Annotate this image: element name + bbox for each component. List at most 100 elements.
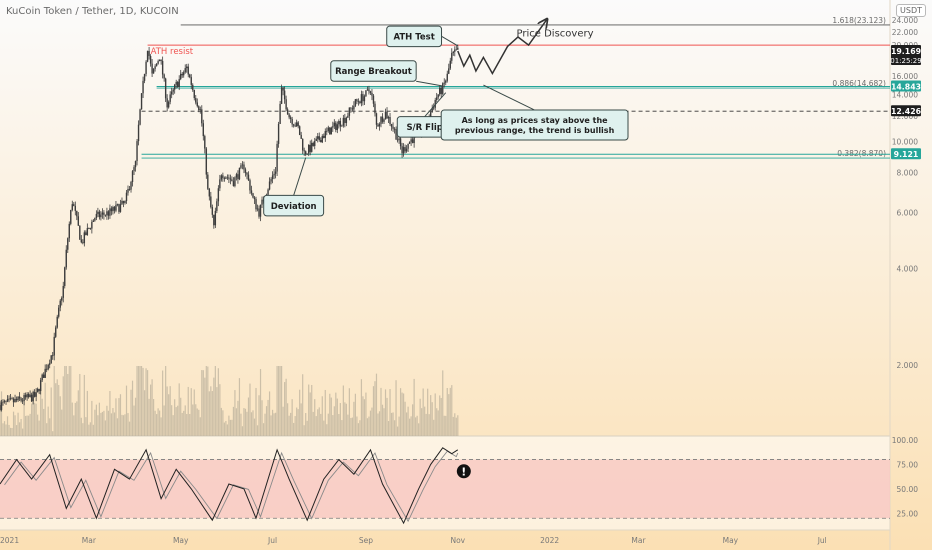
volume-bar: [297, 409, 299, 436]
volume-bar: [303, 425, 305, 436]
volume-bar: [177, 405, 179, 436]
candle-body: [88, 228, 90, 229]
callout-box: [440, 109, 629, 141]
volume-bar: [61, 409, 63, 436]
volume-bar: [237, 400, 239, 436]
volume-bar: [424, 406, 426, 436]
callout-box: [386, 25, 443, 48]
time-axis-tick: Mar: [631, 536, 646, 545]
oscillator-band: [0, 459, 890, 519]
candle-body: [48, 363, 51, 365]
volume-bar: [131, 380, 134, 436]
candle-body: [454, 49, 456, 52]
oscillator-axis-tick: 25.00: [897, 509, 919, 518]
candle-body: [256, 208, 259, 210]
candle-body: [131, 171, 134, 182]
candle-body: [323, 136, 325, 138]
volume-bar: [163, 405, 165, 436]
volume-bar: [360, 379, 363, 436]
candle-body: [335, 122, 337, 130]
volume-bar: [339, 403, 341, 436]
candle-body: [21, 400, 24, 402]
volume-bar: [107, 410, 110, 436]
volume-bar: [351, 417, 353, 436]
volume-bar: [41, 398, 43, 436]
volume-bar: [50, 387, 52, 436]
candle-body: [336, 124, 339, 130]
volume-bar: [12, 411, 15, 436]
candle-body: [276, 143, 278, 172]
volume-bar: [279, 366, 281, 436]
candle-body: [452, 51, 454, 53]
callout-pointer: [424, 92, 447, 117]
candle-body: [228, 177, 230, 179]
volume-bar: [234, 390, 236, 436]
volume-bar: [2, 423, 4, 436]
candle-body: [0, 402, 3, 410]
candle-body: [348, 107, 351, 116]
candle-body: [329, 127, 331, 135]
volume-bar: [371, 407, 373, 436]
candle-body: [384, 111, 387, 120]
volume-bar: [396, 426, 399, 436]
candle-body: [176, 82, 179, 87]
candle-body: [443, 82, 445, 84]
candle-body: [268, 181, 271, 190]
candle-body: [225, 177, 227, 179]
candle-body: [155, 63, 158, 67]
candle-body: [279, 103, 281, 124]
volume-bar: [137, 366, 140, 436]
volume-bar: [127, 413, 129, 436]
candle-body: [74, 205, 76, 211]
candle-body: [98, 211, 101, 218]
currency-badge[interactable]: USDT: [896, 4, 926, 17]
volume-bar: [282, 406, 284, 436]
candle-body: [6, 399, 9, 402]
volume-bar: [162, 370, 164, 436]
volume-bar: [365, 392, 367, 436]
volume-bar: [366, 418, 369, 436]
volume-bar: [433, 419, 435, 436]
volume-bar: [103, 410, 105, 436]
candle-body: [223, 177, 226, 179]
time-axis-tick: Jul: [817, 536, 827, 545]
volume-bar: [407, 406, 409, 436]
volume-bar: [306, 420, 308, 436]
time-axis-tick: May: [173, 536, 189, 545]
volume-bar: [46, 423, 48, 436]
fib-level-label: 0.382(8.870): [837, 149, 886, 158]
volume-bar: [104, 420, 107, 436]
candle-body: [181, 73, 183, 76]
candle-body: [219, 179, 221, 189]
volume-bar: [53, 366, 55, 436]
callout-pointer: [416, 80, 443, 87]
candle-body: [249, 180, 251, 191]
candle-body: [353, 105, 355, 110]
candle-body: [314, 141, 316, 146]
candle-body: [401, 146, 403, 154]
candle-body: [288, 114, 290, 118]
volume-bar: [208, 391, 210, 436]
candle-body: [24, 395, 27, 398]
candle-body: [41, 374, 43, 381]
candle-body: [15, 398, 18, 401]
candle-body: [255, 199, 257, 210]
volume-bar: [345, 403, 347, 436]
volume-bar: [146, 370, 149, 436]
volume-bar: [264, 413, 266, 436]
price-tag: [891, 44, 921, 65]
candle-body: [94, 217, 96, 221]
volume-bar: [374, 381, 376, 436]
volume-bar: [413, 378, 415, 436]
candle-body: [222, 175, 224, 178]
volume-bar: [398, 416, 400, 436]
volume-bar: [271, 409, 274, 436]
price-axis-tick: 4.000: [897, 265, 919, 274]
candle-body: [298, 126, 301, 136]
volume-bar: [300, 403, 302, 436]
candle-body: [82, 242, 84, 244]
volume-bar: [121, 414, 123, 436]
candle-body: [118, 204, 120, 212]
time-axis-tick: Mar: [82, 536, 97, 545]
